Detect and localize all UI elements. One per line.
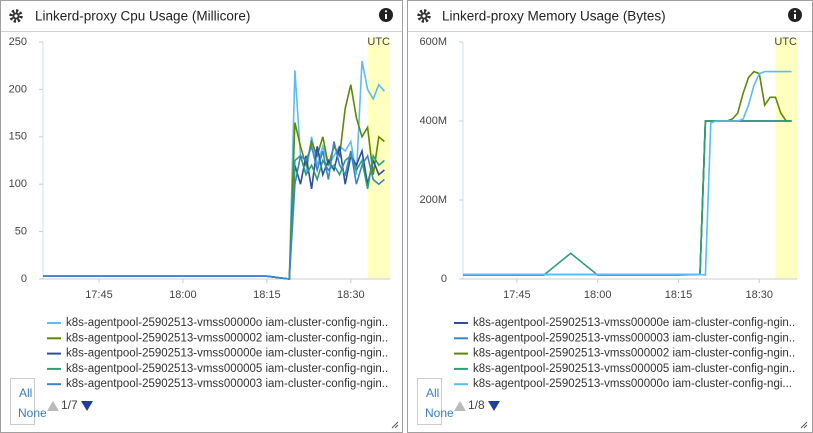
legend-label[interactable]: k8s-agentpool-25902513-vmss00000o iam-cl…	[66, 317, 388, 329]
info-icon[interactable]	[379, 8, 393, 22]
legend-button-box	[10, 378, 35, 425]
pager-next[interactable]	[81, 401, 93, 411]
legend-label[interactable]: k8s-agentpool-25902513-vmss000005 iam-cl…	[473, 363, 795, 375]
legend-label[interactable]: k8s-agentpool-25902513-vmss000005 iam-cl…	[66, 363, 388, 375]
y-tick-label: 150	[9, 131, 27, 143]
settings-icon[interactable]	[9, 9, 23, 23]
x-tick-label: 18:00	[169, 289, 197, 301]
legend-label[interactable]: k8s-agentpool-25902513-vmss00000e iam-cl…	[66, 348, 388, 360]
series-line	[43, 141, 385, 280]
resize-handle[interactable]	[391, 421, 808, 429]
info-icon[interactable]	[788, 8, 802, 22]
x-tick-label: 18:00	[584, 289, 612, 301]
legend-button-box	[417, 378, 442, 425]
chart-title: Linkerd-proxy Memory Usage (Bytes)	[442, 9, 666, 24]
time-highlight	[775, 38, 797, 279]
pager-prev[interactable]	[454, 401, 466, 411]
legend-label[interactable]: k8s-agentpool-25902513-vmss000002 iam-cl…	[473, 348, 795, 360]
y-tick-label: 0	[21, 273, 27, 285]
pager-label: 1/7	[61, 398, 78, 412]
legend-label[interactable]: k8s-agentpool-25902513-vmss00000o iam-cl…	[473, 378, 792, 390]
pager-next[interactable]	[488, 401, 500, 411]
settings-icon[interactable]	[417, 9, 431, 23]
legend-button[interactable]: All	[19, 386, 32, 400]
legend-button[interactable]: None	[18, 406, 47, 420]
legend-label[interactable]: k8s-agentpool-25902513-vmss000003 iam-cl…	[66, 378, 388, 390]
legend-button[interactable]: All	[426, 386, 439, 400]
x-tick-label: 18:30	[746, 289, 774, 301]
legend-label[interactable]: k8s-agentpool-25902513-vmss000003 iam-cl…	[473, 332, 795, 344]
pager-label: 1/8	[468, 398, 485, 412]
pager-prev[interactable]	[47, 401, 59, 411]
y-tick-label: 250	[9, 36, 27, 48]
y-tick-label: 100	[9, 178, 27, 190]
y-tick-label: 200	[9, 83, 27, 95]
y-tick-label: 600M	[419, 36, 447, 48]
chart-title: Linkerd-proxy Cpu Usage (Millicore)	[35, 9, 250, 24]
y-tick-label: 50	[15, 226, 27, 238]
x-tick-label: 18:15	[665, 289, 693, 301]
y-tick-label: 0	[441, 273, 447, 285]
timezone-label: UTC	[367, 36, 390, 48]
x-tick-label: 18:30	[337, 289, 365, 301]
legend-button[interactable]: None	[425, 406, 454, 420]
x-tick-label: 17:45	[503, 289, 531, 301]
series-line	[463, 70, 792, 277]
x-tick-label: 18:15	[253, 289, 281, 301]
legend-label[interactable]: k8s-agentpool-25902513-vmss00000e iam-cl…	[473, 317, 795, 329]
legend-label[interactable]: k8s-agentpool-25902513-vmss000002 iam-cl…	[66, 332, 388, 344]
y-tick-label: 400M	[419, 115, 447, 127]
timezone-label: UTC	[774, 36, 797, 48]
y-tick-label: 200M	[419, 194, 447, 206]
x-tick-label: 17:45	[85, 289, 113, 301]
